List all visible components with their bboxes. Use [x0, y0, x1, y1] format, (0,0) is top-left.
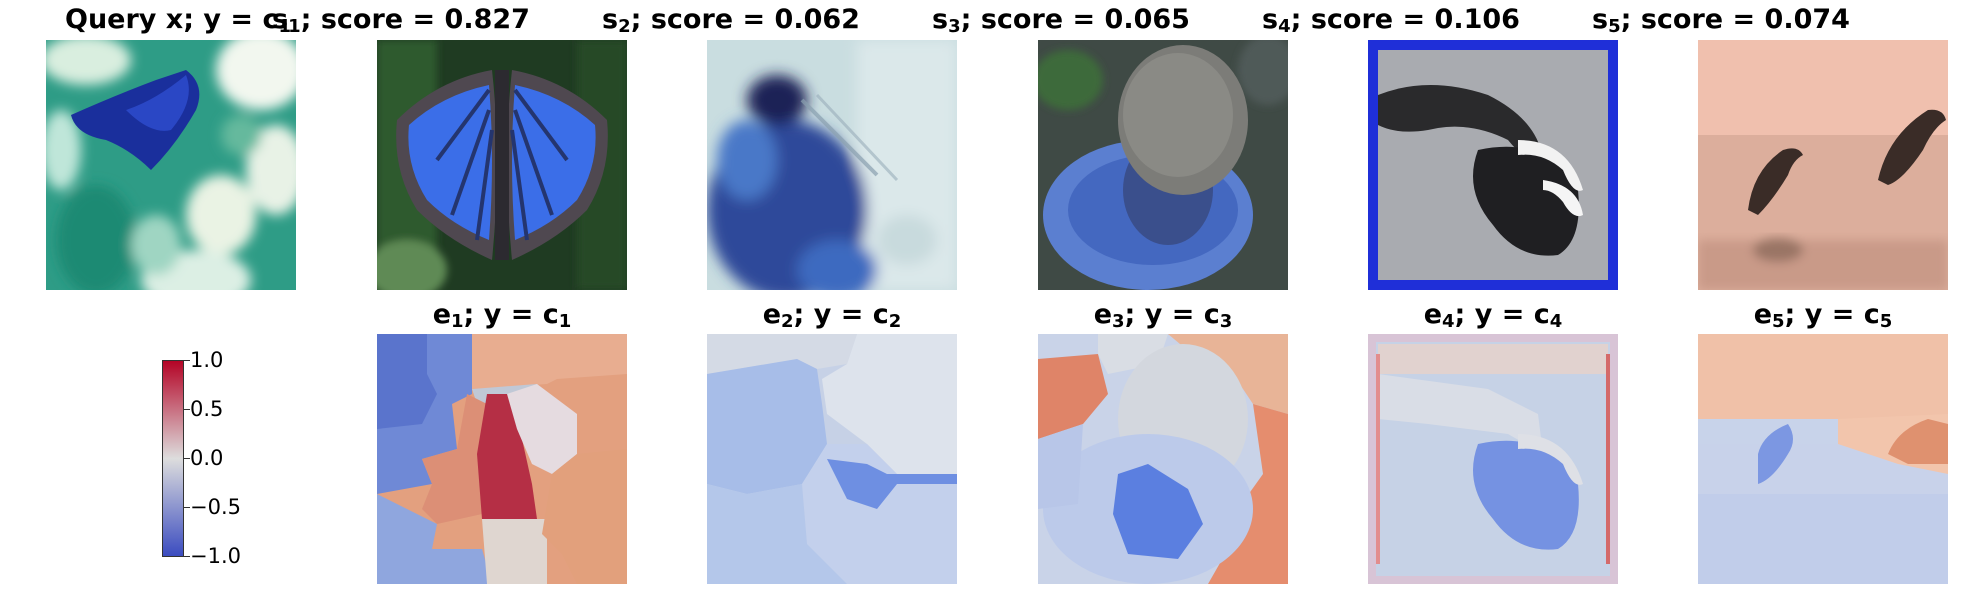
- colorbar-tick-label: 0.0: [190, 446, 223, 470]
- colorbar-tick-label: −1.0: [190, 544, 241, 568]
- sample-3-image: [1038, 40, 1288, 290]
- sample-5-title: s5; score = 0.074: [1556, 3, 1886, 37]
- explanation-2-heatmap: [707, 334, 957, 584]
- sample-3-title: s3; score = 0.065: [896, 3, 1226, 37]
- colorbar-tick-label: 1.0: [190, 348, 223, 372]
- sample-2-title: s2; score = 0.062: [566, 3, 896, 37]
- explanation-5-heatmap: [1698, 334, 1948, 584]
- sample-4-image: [1368, 40, 1618, 290]
- explanation-1-title: e1; y = c1: [337, 298, 667, 332]
- explanation-4-heatmap-drawing: [1368, 334, 1618, 584]
- explanation-2-heatmap-drawing: [707, 334, 957, 584]
- sample-4-image-drawing: [1368, 40, 1618, 290]
- colorbar-tick-label: −0.5: [190, 495, 241, 519]
- explanation-2-title: e2; y = c2: [667, 298, 997, 332]
- sample-5-image-drawing: [1698, 40, 1948, 290]
- explanation-5-heatmap-drawing: [1698, 334, 1948, 584]
- sample-4-title: s4; score = 0.106: [1226, 3, 1556, 37]
- explanation-3-heatmap-drawing: [1038, 334, 1288, 584]
- explanation-4-heatmap: [1368, 334, 1618, 584]
- explanation-3-heatmap: [1038, 334, 1288, 584]
- sample-2-image-drawing: [707, 40, 957, 290]
- query-image-drawing: [46, 40, 296, 290]
- explanation-1-heatmap: [377, 334, 627, 584]
- explanation-4-title: e4; y = c4: [1328, 298, 1658, 332]
- colorbar-tick-label: 0.5: [190, 397, 223, 421]
- explanation-5-title: e5; y = c5: [1658, 298, 1963, 332]
- explanation-1-heatmap-drawing: [377, 334, 627, 584]
- sample-2-image: [707, 40, 957, 290]
- sample-3-image-drawing: [1038, 40, 1288, 290]
- sample-1-image: [377, 40, 627, 290]
- query-image: [46, 40, 296, 290]
- sample-1-image-drawing: [377, 40, 627, 290]
- explanation-3-title: e3; y = c3: [998, 298, 1328, 332]
- sample-5-image: [1698, 40, 1948, 290]
- colorbar: [162, 360, 184, 557]
- sample-1-title: s1; score = 0.827: [236, 3, 566, 37]
